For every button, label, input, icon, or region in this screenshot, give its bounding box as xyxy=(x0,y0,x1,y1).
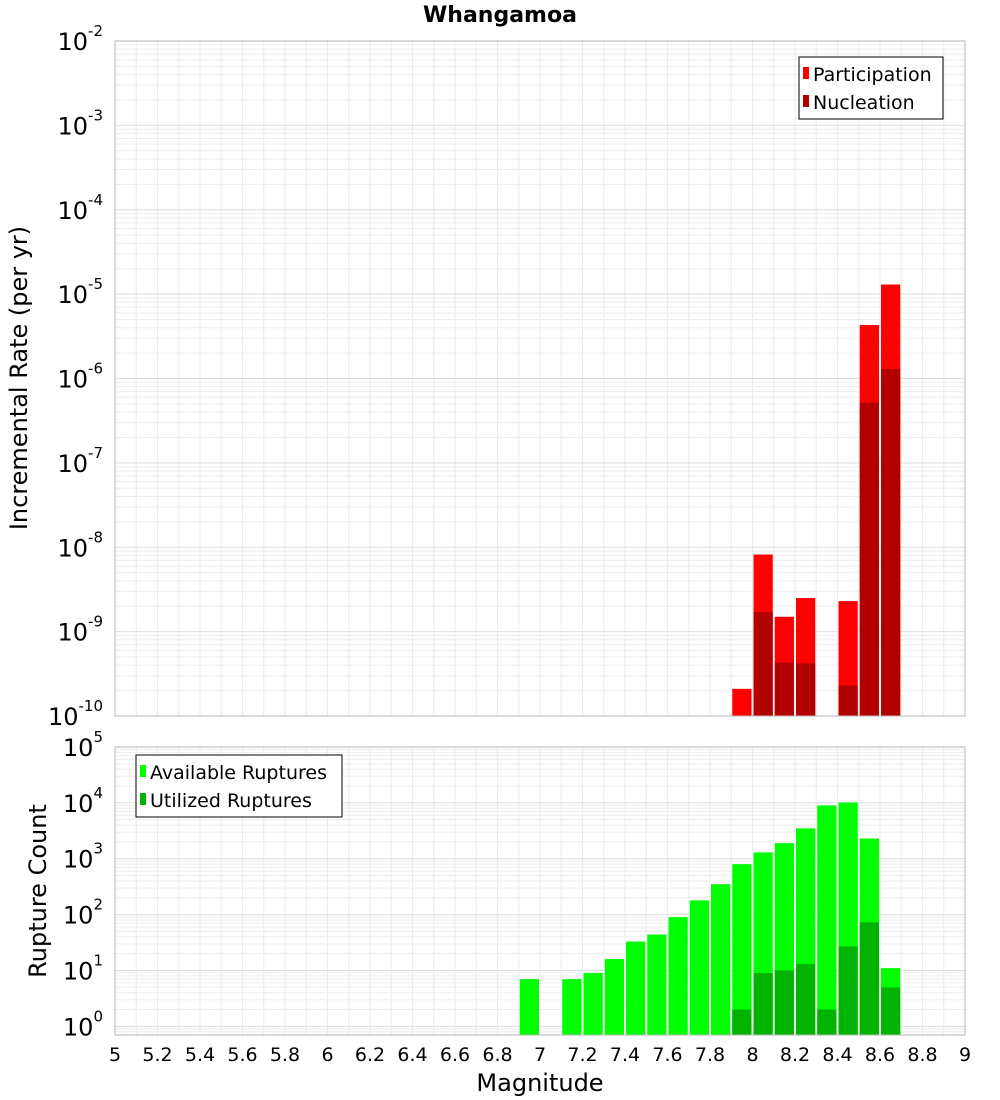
bottom-bar-utilized-ruptures xyxy=(838,946,858,1035)
top-legend-swatch xyxy=(803,67,809,79)
top-y-axis-label: Incremental Rate (per yr) xyxy=(5,226,33,530)
bottom-y-axis-label: Rupture Count xyxy=(24,804,52,978)
x-tick-label: 8.6 xyxy=(865,1044,895,1066)
x-tick-label: 8.8 xyxy=(907,1044,937,1066)
top-y-tick-label: 10-10 xyxy=(48,697,103,731)
top-y-tick-label: 10-9 xyxy=(57,613,103,647)
top-legend-box xyxy=(798,56,944,120)
x-tick-label: 7.8 xyxy=(695,1044,725,1066)
top-bar-nucleation xyxy=(796,663,816,716)
x-tick-label: 9 xyxy=(959,1044,971,1066)
top-y-tick-label: 10-8 xyxy=(57,528,103,562)
x-tick-label: 5 xyxy=(109,1044,121,1066)
bottom-bar-utilized-ruptures xyxy=(881,987,901,1035)
top-y-tick-label: 10-7 xyxy=(57,444,103,478)
x-tick-label: 6.8 xyxy=(482,1044,512,1066)
x-tick-label: 8.4 xyxy=(822,1044,852,1066)
bottom-y-tick-label: 101 xyxy=(63,951,103,985)
x-tick-label: 7 xyxy=(534,1044,546,1066)
bottom-y-ticks: 100 101 102 103 104 105 xyxy=(63,728,103,1041)
top-bar-participation xyxy=(732,688,752,716)
top-y-tick-label: 10-2 xyxy=(57,22,103,56)
top-legend-label: Nucleation xyxy=(813,92,915,114)
bottom-panel: 100 101 102 103 104 105 5 5.2 5.4 5.6 5.8 6 6.2 6.4 6… xyxy=(24,728,971,1097)
x-tick-label: 8 xyxy=(746,1044,758,1066)
bottom-bar-available-ruptures xyxy=(711,884,731,1035)
x-tick-label: 7.6 xyxy=(652,1044,682,1066)
x-tick-label: 6.4 xyxy=(397,1044,427,1066)
bottom-bar-utilized-ruptures xyxy=(796,964,816,1035)
top-bar-nucleation xyxy=(881,368,901,716)
top-plot-frame xyxy=(114,40,966,717)
top-y-tick-label: 10-3 xyxy=(57,106,103,140)
top-grid xyxy=(114,41,966,717)
bottom-bar-available-ruptures xyxy=(817,805,837,1035)
x-tick-label: 7.2 xyxy=(567,1044,597,1066)
top-bar-nucleation xyxy=(753,612,773,716)
x-ticks: 5 5.2 5.4 5.6 5.8 6 6.2 6.4 6.6 6.8 7 7.2 7.4 7.6 7.8 8… xyxy=(109,1044,971,1066)
bottom-y-tick-label: 100 xyxy=(63,1007,103,1041)
bottom-bars xyxy=(519,802,901,1035)
bottom-plot-frame xyxy=(114,746,966,1036)
top-y-tick-label: 10-6 xyxy=(57,360,103,394)
top-y-tick-label: 10-4 xyxy=(57,191,103,225)
top-y-ticks: 10-10 10-9 10-8 10-7 10-6 10-5 10-4 10-3 10-2 xyxy=(48,22,103,731)
x-tick-label: 6.2 xyxy=(355,1044,385,1066)
bottom-bar-available-ruptures xyxy=(604,959,624,1035)
x-tick-label: 7.4 xyxy=(610,1044,640,1066)
bottom-bar-available-ruptures xyxy=(562,979,582,1035)
bottom-bar-utilized-ruptures xyxy=(859,922,879,1035)
chart-title: Whangamoa xyxy=(423,3,577,28)
bottom-bar-available-ruptures xyxy=(668,917,688,1035)
bottom-bar-utilized-ruptures xyxy=(817,1009,837,1035)
bottom-legend-swatch xyxy=(140,793,146,805)
bottom-y-tick-label: 104 xyxy=(63,784,103,818)
x-tick-label: 5.2 xyxy=(142,1044,172,1066)
x-tick-label: 5.4 xyxy=(185,1044,215,1066)
bottom-y-tick-label: 102 xyxy=(63,896,103,930)
top-panel: 10-10 10-9 10-8 10-7 10-6 10-5 10-4 10-3 10-2 In… xyxy=(5,22,966,731)
top-bar-nucleation xyxy=(838,685,858,716)
bottom-legend-label: Utilized Ruptures xyxy=(150,790,312,812)
top-legend: Participation Nucleation xyxy=(798,56,944,120)
bottom-bar-available-ruptures xyxy=(732,864,752,1035)
bottom-legend-swatch xyxy=(140,765,146,777)
x-axis-label: Magnitude xyxy=(476,1069,603,1097)
bottom-bar-available-ruptures xyxy=(519,979,539,1035)
bottom-legend: Available Ruptures Utilized Ruptures xyxy=(135,754,343,818)
x-tick-label: 5.6 xyxy=(227,1044,257,1066)
top-legend-swatch xyxy=(803,95,809,107)
top-legend-label: Participation xyxy=(813,64,932,86)
bottom-bar-utilized-ruptures xyxy=(774,970,794,1035)
bottom-bar-available-ruptures xyxy=(626,941,646,1035)
x-tick-label: 6.6 xyxy=(440,1044,470,1066)
x-tick-label: 6 xyxy=(321,1044,333,1066)
bottom-legend-label: Available Ruptures xyxy=(150,762,327,784)
bottom-bar-available-ruptures xyxy=(647,934,667,1035)
top-bars xyxy=(732,284,901,716)
bottom-bar-utilized-ruptures xyxy=(732,1009,752,1035)
bottom-y-tick-label: 105 xyxy=(63,728,103,762)
bottom-bar-available-ruptures xyxy=(689,900,709,1035)
top-bar-nucleation xyxy=(859,402,879,716)
x-tick-label: 5.8 xyxy=(270,1044,300,1066)
x-tick-label: 8.2 xyxy=(780,1044,810,1066)
bottom-bar-available-ruptures xyxy=(583,973,603,1035)
bottom-y-tick-label: 103 xyxy=(63,840,103,874)
bottom-bar-utilized-ruptures xyxy=(753,973,773,1035)
top-bar-nucleation xyxy=(774,662,794,716)
top-y-tick-label: 10-5 xyxy=(57,275,103,309)
bottom-legend-box xyxy=(135,754,343,818)
